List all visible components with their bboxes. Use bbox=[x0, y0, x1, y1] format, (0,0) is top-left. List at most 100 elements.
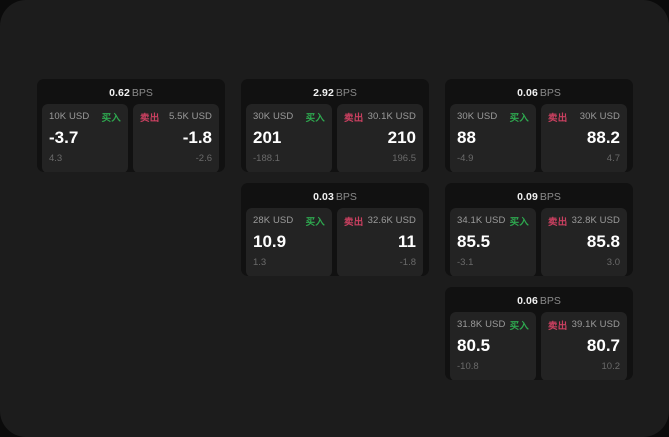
card-column: 2.92 BPS 30K USD 买入 201 -188.1 卖出 30.1K USD 210 1… bbox=[241, 79, 429, 276]
card-header: 2.92 BPS bbox=[246, 84, 424, 100]
buy-side-value: 201 bbox=[253, 128, 282, 147]
sell-side-value: 88.2 bbox=[586, 128, 620, 147]
buy-side[interactable]: 30K USD 买入 201 -188.1 bbox=[246, 104, 332, 172]
sell-side[interactable]: 卖出 32.8K USD 85.8 3.0 bbox=[541, 208, 627, 276]
bps-value: 0.09 bbox=[517, 191, 538, 203]
sell-side-size-label: 5.5K USD bbox=[168, 111, 212, 122]
bps-unit-label: BPS bbox=[131, 87, 153, 99]
sell-side-size-label: 30K USD bbox=[579, 111, 620, 122]
buy-side-direction-label: 买入 bbox=[509, 216, 529, 228]
buy-side-sub-value: -3.1 bbox=[457, 257, 474, 268]
buy-side-size-label: 30K USD bbox=[253, 111, 294, 122]
bps-unit-label: BPS bbox=[539, 295, 561, 307]
buy-side-size-label: 31.8K USD bbox=[457, 319, 506, 330]
buy-side[interactable]: 30K USD 买入 88 -4.9 bbox=[450, 104, 536, 172]
buy-side[interactable]: 28K USD 买入 10.9 1.3 bbox=[246, 208, 332, 276]
card-sides: 10K USD 买入 -3.7 4.3 卖出 5.5K USD -1.8 -2.6 bbox=[42, 104, 220, 172]
buy-side[interactable]: 31.8K USD 买入 80.5 -10.8 bbox=[450, 312, 536, 380]
card-header: 0.62 BPS bbox=[42, 84, 220, 100]
spread-card[interactable]: 2.92 BPS 30K USD 买入 201 -188.1 卖出 30.1K USD 210 1… bbox=[241, 79, 429, 172]
sell-side-value: 11 bbox=[398, 232, 416, 251]
buy-side-sub-value: -188.1 bbox=[253, 153, 280, 164]
spread-card[interactable]: 0.06 BPS 31.8K USD 买入 80.5 -10.8 卖出 39.1K USD 80… bbox=[445, 287, 633, 380]
buy-side-sub-value: -10.8 bbox=[457, 361, 479, 372]
buy-side-value: 10.9 bbox=[253, 232, 287, 251]
card-sides: 30K USD 买入 201 -188.1 卖出 30.1K USD 210 196.5 bbox=[246, 104, 424, 172]
sell-side[interactable]: 卖出 32.6K USD 11 -1.8 bbox=[337, 208, 423, 276]
sell-side[interactable]: 卖出 5.5K USD -1.8 -2.6 bbox=[133, 104, 219, 172]
bps-unit-label: BPS bbox=[539, 87, 561, 99]
buy-side[interactable]: 10K USD 买入 -3.7 4.3 bbox=[42, 104, 128, 172]
card-sides: 31.8K USD 买入 80.5 -10.8 卖出 39.1K USD 80.7 10.2 bbox=[450, 312, 628, 380]
bps-value: 0.03 bbox=[313, 191, 334, 203]
buy-side-value: 88 bbox=[457, 128, 476, 147]
sell-side[interactable]: 卖出 30.1K USD 210 196.5 bbox=[337, 104, 423, 172]
buy-side-header: 31.8K USD 买入 bbox=[457, 318, 529, 332]
sell-side[interactable]: 卖出 30K USD 88.2 4.7 bbox=[541, 104, 627, 172]
buy-side-size-label: 28K USD bbox=[253, 215, 294, 226]
sell-side-value: 85.8 bbox=[586, 232, 620, 251]
card-header: 0.03 BPS bbox=[246, 188, 424, 204]
sell-side-header: 卖出 30K USD bbox=[548, 110, 620, 124]
sell-side-value: 80.7 bbox=[586, 336, 620, 355]
sell-side-size-label: 30.1K USD bbox=[367, 111, 416, 122]
buy-side-header: 34.1K USD 买入 bbox=[457, 214, 529, 228]
spread-card[interactable]: 0.06 BPS 30K USD 买入 88 -4.9 卖出 30K USD 88.2 4.7 bbox=[445, 79, 633, 172]
card-header: 0.06 BPS bbox=[450, 292, 628, 308]
sell-side-direction-label: 卖出 bbox=[344, 112, 364, 124]
sell-side-header: 卖出 30.1K USD bbox=[344, 110, 416, 124]
buy-side[interactable]: 34.1K USD 买入 85.5 -3.1 bbox=[450, 208, 536, 276]
card-header: 0.06 BPS bbox=[450, 84, 628, 100]
card-sides: 34.1K USD 买入 85.5 -3.1 卖出 32.8K USD 85.8 3.0 bbox=[450, 208, 628, 276]
buy-side-header: 28K USD 买入 bbox=[253, 214, 325, 228]
sell-side-header: 卖出 5.5K USD bbox=[140, 110, 212, 124]
card-header: 0.09 BPS bbox=[450, 188, 628, 204]
spread-card[interactable]: 0.62 BPS 10K USD 买入 -3.7 4.3 卖出 5.5K USD -1.8 -2.… bbox=[37, 79, 225, 172]
buy-side-direction-label: 买入 bbox=[101, 112, 121, 124]
sell-side-value: 210 bbox=[387, 128, 416, 147]
card-column: 0.06 BPS 30K USD 买入 88 -4.9 卖出 30K USD 88.2 4.7 0.… bbox=[445, 79, 633, 380]
buy-side-size-label: 10K USD bbox=[49, 111, 90, 122]
spread-card[interactable]: 0.09 BPS 34.1K USD 买入 85.5 -3.1 卖出 32.8K USD 85.… bbox=[445, 183, 633, 276]
buy-side-header: 30K USD 买入 bbox=[457, 110, 529, 124]
buy-side-direction-label: 买入 bbox=[305, 216, 325, 228]
buy-side-sub-value: 1.3 bbox=[253, 257, 267, 268]
bps-value: 0.06 bbox=[517, 295, 538, 307]
sell-side-header: 卖出 32.6K USD bbox=[344, 214, 416, 228]
sell-side-sub-value: 4.7 bbox=[606, 153, 620, 164]
bps-value: 2.92 bbox=[313, 87, 334, 99]
spread-card[interactable]: 0.03 BPS 28K USD 买入 10.9 1.3 卖出 32.6K USD 11 -1.8 bbox=[241, 183, 429, 276]
sell-side-size-label: 32.6K USD bbox=[367, 215, 416, 226]
bps-value: 0.62 bbox=[109, 87, 130, 99]
buy-side-direction-label: 买入 bbox=[509, 320, 529, 332]
sell-side-size-label: 39.1K USD bbox=[571, 319, 620, 330]
buy-side-sub-value: 4.3 bbox=[49, 153, 63, 164]
buy-side-direction-label: 买入 bbox=[305, 112, 325, 124]
bps-value: 0.06 bbox=[517, 87, 538, 99]
buy-side-header: 10K USD 买入 bbox=[49, 110, 121, 124]
card-sides: 30K USD 买入 88 -4.9 卖出 30K USD 88.2 4.7 bbox=[450, 104, 628, 172]
sell-side-direction-label: 卖出 bbox=[344, 216, 364, 228]
buy-side-header: 30K USD 买入 bbox=[253, 110, 325, 124]
sell-side-sub-value: 196.5 bbox=[392, 153, 416, 164]
bps-unit-label: BPS bbox=[335, 87, 357, 99]
buy-side-size-label: 34.1K USD bbox=[457, 215, 506, 226]
sell-side-direction-label: 卖出 bbox=[548, 216, 568, 228]
sell-side-direction-label: 卖出 bbox=[548, 112, 568, 124]
sell-side-sub-value: -2.6 bbox=[195, 153, 212, 164]
sell-side-sub-value: 3.0 bbox=[606, 257, 620, 268]
card-sides: 28K USD 买入 10.9 1.3 卖出 32.6K USD 11 -1.8 bbox=[246, 208, 424, 276]
buy-side-value: -3.7 bbox=[49, 128, 79, 147]
sell-side-header: 卖出 39.1K USD bbox=[548, 318, 620, 332]
bps-unit-label: BPS bbox=[335, 191, 357, 203]
bps-unit-label: BPS bbox=[539, 191, 561, 203]
buy-side-sub-value: -4.9 bbox=[457, 153, 474, 164]
sell-side-value: -1.8 bbox=[182, 128, 212, 147]
sell-side-size-label: 32.8K USD bbox=[571, 215, 620, 226]
card-column: 0.62 BPS 10K USD 买入 -3.7 4.3 卖出 5.5K USD -1.8 -2.… bbox=[37, 79, 225, 172]
buy-side-value: 85.5 bbox=[457, 232, 491, 251]
sell-side-direction-label: 卖出 bbox=[548, 320, 568, 332]
sell-side[interactable]: 卖出 39.1K USD 80.7 10.2 bbox=[541, 312, 627, 380]
